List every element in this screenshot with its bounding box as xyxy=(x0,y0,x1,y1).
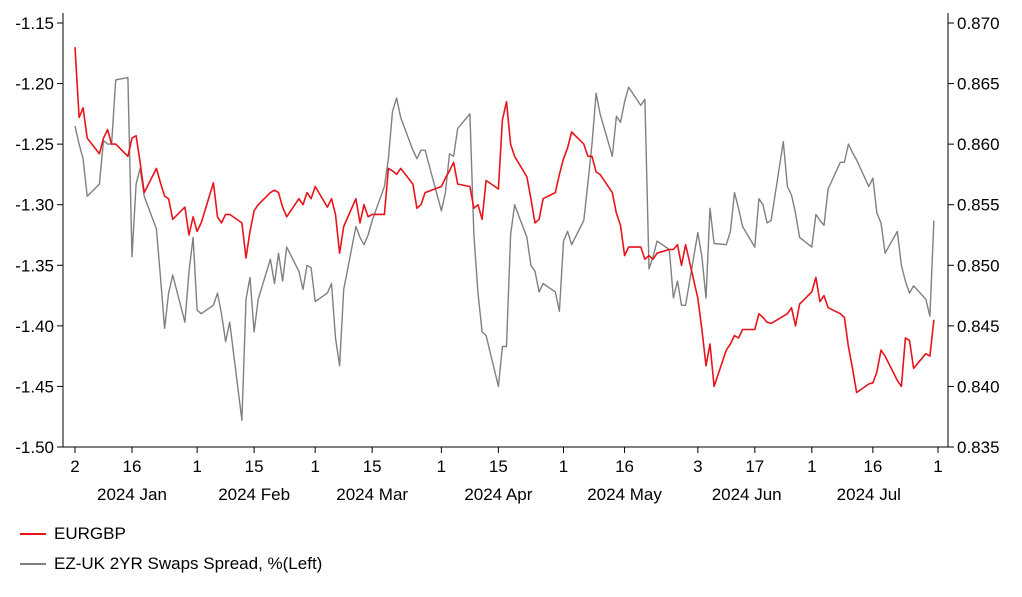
y-left-tick-label: -1.40 xyxy=(15,317,54,336)
series-layer xyxy=(74,47,935,421)
legend-item-spread: EZ-UK 2YR Swaps Spread, %(Left) xyxy=(20,554,322,574)
x-month-label: 2024 Jun xyxy=(712,485,782,504)
x-month-label: 2024 Jul xyxy=(837,485,901,504)
y-left-tick-label: -1.50 xyxy=(15,438,54,457)
y-left-tick-label: -1.15 xyxy=(15,14,54,33)
x-tick-label: 3 xyxy=(693,457,702,476)
x-tick-label: 15 xyxy=(245,457,264,476)
x-month-label: 2024 Feb xyxy=(218,485,290,504)
x-month-label: 2024 Jan xyxy=(97,485,167,504)
y-right-tick-label: 0.865 xyxy=(957,75,1000,94)
y-right-tick-label: 0.870 xyxy=(957,14,1000,33)
y-left-tick-label: -1.30 xyxy=(15,196,54,215)
x-month-label: 2024 May xyxy=(587,485,662,504)
x-tick-label: 1 xyxy=(559,457,568,476)
x-tick-label: 1 xyxy=(437,457,446,476)
legend-label-spread: EZ-UK 2YR Swaps Spread, %(Left) xyxy=(54,554,323,573)
y-left-tick-label: -1.45 xyxy=(15,377,54,396)
y-right-tick-label: 0.845 xyxy=(957,317,1000,336)
series-line-ez-uk-swaps-spread xyxy=(74,76,935,421)
axes-layer: -1.15 -1.20 -1.25 -1.30 -1.35 -1.40 -1.45 -1.50… xyxy=(15,14,999,504)
legend-item-eurgbp: EURGBP xyxy=(20,524,126,544)
x-tick-label: 16 xyxy=(863,457,882,476)
x-tick-label: 15 xyxy=(489,457,508,476)
y-right-tick-label: 0.850 xyxy=(957,256,1000,275)
legend-swatch-eurgbp xyxy=(20,533,46,535)
x-tick-label: 1 xyxy=(192,457,201,476)
x-tick-label: 16 xyxy=(123,457,142,476)
x-month-label: 2024 Mar xyxy=(336,485,408,504)
x-month-label: 2024 Apr xyxy=(464,485,532,504)
y-right-tick-label: 0.835 xyxy=(957,438,1000,457)
x-tick-label: 15 xyxy=(363,457,382,476)
y-left-tick-label: -1.35 xyxy=(15,256,54,275)
x-tick-label: 2 xyxy=(70,457,79,476)
series-line-eurgbp xyxy=(74,47,935,394)
y-right-tick-label: 0.860 xyxy=(957,135,1000,154)
legend-swatch-spread xyxy=(20,563,46,565)
x-tick-label: 1 xyxy=(807,457,816,476)
x-tick-label: 17 xyxy=(745,457,764,476)
x-tick-label: 16 xyxy=(615,457,634,476)
y-left-tick-label: -1.25 xyxy=(15,135,54,154)
y-right-tick-label: 0.855 xyxy=(957,196,1000,215)
legend-label-eurgbp: EURGBP xyxy=(54,524,126,543)
x-tick-label: 1 xyxy=(933,457,942,476)
plot-area xyxy=(62,13,949,448)
x-tick-label: 1 xyxy=(310,457,319,476)
y-right-tick-label: 0.840 xyxy=(957,377,1000,396)
y-left-tick-label: -1.20 xyxy=(15,75,54,94)
